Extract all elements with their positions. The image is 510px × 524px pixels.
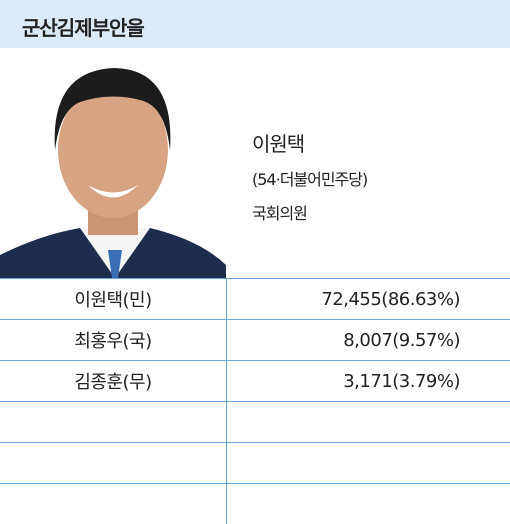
header: 군산김제부안을 xyxy=(0,0,510,48)
votes-cell: 8,007(9.57%) xyxy=(227,320,510,361)
empty-row xyxy=(0,402,510,443)
candidate-name: 이원택 xyxy=(252,128,304,157)
candidate-position: 국회의원 xyxy=(252,200,307,224)
header-title: 군산김제부안을 xyxy=(22,12,144,41)
candidate-cell: 이원택(민) xyxy=(0,279,227,320)
page: 군산김제부안을 이원택 (54·더불어민주당) 국회의원 이원택(민)72,45… xyxy=(0,0,510,524)
result-row: 최홍우(국)8,007(9.57%) xyxy=(0,320,510,361)
results-table: 이원택(민)72,455(86.63%)최홍우(국)8,007(9.57%)김종… xyxy=(0,278,510,524)
candidate-cell: 최홍우(국) xyxy=(0,320,227,361)
empty-row xyxy=(0,443,510,484)
portrait xyxy=(0,50,226,278)
votes-cell: 3,171(3.79%) xyxy=(227,361,510,402)
empty-row xyxy=(0,484,510,524)
result-row: 이원택(민)72,455(86.63%) xyxy=(0,279,510,320)
votes-cell: 72,455(86.63%) xyxy=(227,279,510,320)
candidate-detail: (54·더불어민주당) xyxy=(252,166,367,190)
result-row: 김종훈(무)3,171(3.79%) xyxy=(0,361,510,402)
candidate-cell: 김종훈(무) xyxy=(0,361,227,402)
